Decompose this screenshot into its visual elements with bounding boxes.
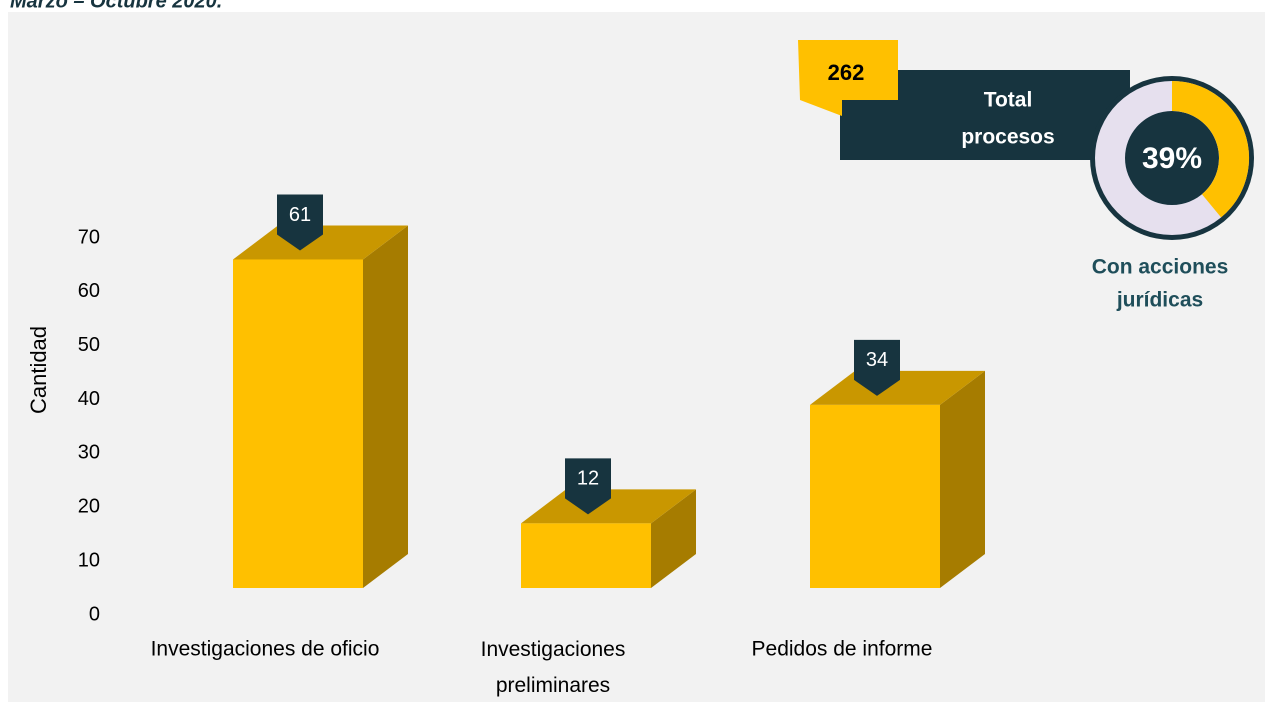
bar-top	[521, 489, 696, 524]
x-tick-label-line: preliminares	[496, 674, 610, 697]
bar-top	[233, 225, 408, 260]
donut-value-label: 39%	[1142, 142, 1202, 175]
donut-label: jurídicas	[1116, 289, 1203, 312]
bar	[810, 404, 940, 588]
value-callout	[854, 339, 900, 396]
y-tick-label: 30	[78, 442, 100, 464]
total-tag	[798, 40, 898, 116]
total-label: Total	[984, 89, 1033, 112]
bar	[233, 259, 363, 588]
bar-side	[651, 489, 696, 588]
donut-arc	[1171, 81, 1249, 218]
y-tick-label: 10	[78, 549, 100, 571]
y-tick-label: 60	[78, 280, 100, 302]
y-tick-label: 70	[78, 226, 100, 248]
y-tick-label: 50	[78, 334, 100, 356]
bar	[521, 523, 651, 588]
y-tick-label: 40	[78, 388, 100, 410]
y-axis-label: Cantidad	[26, 326, 51, 414]
total-value: 262	[828, 60, 865, 85]
donut-inner	[1126, 112, 1218, 204]
y-tick-label: 20	[78, 496, 100, 518]
bar-top	[810, 370, 985, 405]
value-label: 61	[289, 204, 311, 226]
value-callout	[277, 194, 323, 251]
subtitle: Marzo – Octubre 2020.	[10, 0, 222, 12]
total-label: procesos	[961, 126, 1054, 149]
donut-label: Con acciones	[1092, 256, 1229, 279]
y-tick-label: 0	[89, 603, 100, 625]
value-callout	[565, 458, 611, 515]
bar-side	[363, 225, 408, 588]
x-tick-label: Pedidos de informe	[752, 638, 933, 661]
value-label: 34	[866, 349, 888, 371]
bar-side	[940, 370, 985, 588]
x-tick-label-line: Investigaciones	[481, 638, 626, 661]
value-label: 12	[577, 468, 599, 490]
x-tick-label: Investigaciones preliminares	[481, 638, 626, 697]
x-tick-label: Investigaciones de oficio	[151, 638, 380, 661]
